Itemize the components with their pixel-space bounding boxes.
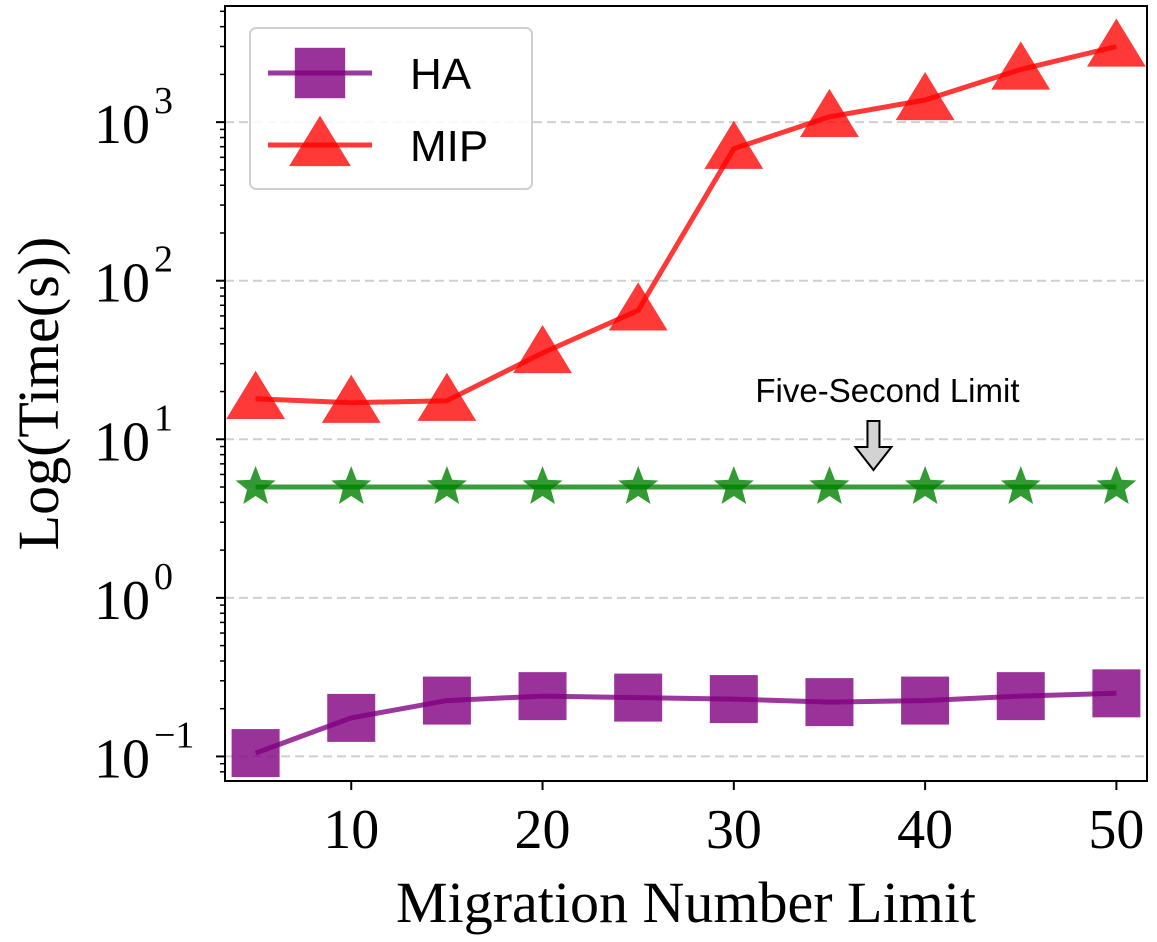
y-axis-label: Log(Time(s)): [6, 237, 71, 551]
legend-label: HA: [410, 50, 472, 99]
data-point: [417, 372, 477, 421]
y-tick-exponent: −1: [154, 714, 194, 756]
x-axis-label: Migration Number Limit: [396, 870, 976, 935]
data-point: [1086, 18, 1146, 67]
y-tick-label: 10: [94, 253, 150, 315]
series-line: [255, 44, 1117, 406]
annotation-arrow: [853, 420, 894, 472]
plot-frame: [224, 5, 1148, 782]
legend-marker: [294, 47, 346, 99]
y-tick-label: 10: [94, 570, 150, 632]
x-tick-label: 20: [515, 799, 571, 861]
y-tick-label: 10: [94, 94, 150, 156]
y-tick-label: 10: [94, 728, 150, 790]
y-tick-exponent: 2: [154, 239, 173, 281]
series-mip: [226, 18, 1146, 423]
grid-lines: [225, 121, 1147, 758]
x-tick-label: 40: [897, 799, 953, 861]
data-point: [513, 325, 572, 374]
legend-marker: [289, 115, 351, 167]
data-point: [608, 282, 668, 331]
data-point: [800, 88, 859, 137]
legend-label: MIP: [410, 122, 488, 171]
legend-entry: MIP: [268, 115, 488, 171]
data-point: [709, 675, 758, 724]
annotation-layer: Five-Second Limit: [755, 372, 1020, 472]
data-point: [522, 466, 563, 504]
data-point: [331, 466, 372, 504]
data-point: [231, 729, 280, 778]
data-point: [905, 466, 946, 504]
x-tick-label: 50: [1088, 799, 1144, 861]
data-point: [614, 673, 663, 722]
series-five-second-limit: [235, 466, 1137, 504]
series-ha: [231, 669, 1141, 778]
data-point: [895, 71, 955, 121]
data-point: [991, 41, 1051, 90]
data-point: [901, 676, 950, 725]
data-point: [996, 672, 1045, 721]
y-tick-label: 10: [94, 411, 150, 473]
data-point: [713, 466, 754, 504]
y-tick-exponent: 1: [154, 397, 173, 439]
y-tick-exponent: 0: [154, 556, 173, 598]
legend-entry: HA: [268, 47, 472, 99]
data-point: [704, 120, 764, 169]
series-line: [254, 690, 1117, 756]
data-point: [805, 678, 854, 727]
series-layer: [226, 18, 1146, 778]
annotation-label: Five-Second Limit: [755, 372, 1019, 409]
data-point: [1092, 669, 1141, 718]
data-point: [321, 374, 381, 423]
legend: HA MIP: [249, 27, 533, 190]
data-point: [1000, 466, 1041, 504]
data-point: [518, 672, 567, 721]
data-point: [226, 370, 286, 419]
x-tick-label: 10: [323, 799, 379, 861]
data-point: [1096, 466, 1137, 504]
data-point: [235, 466, 276, 504]
data-point: [426, 466, 467, 504]
data-point: [327, 693, 376, 742]
data-point: [422, 676, 471, 725]
x-axis-ticks: 10 20 30 40 50: [323, 781, 1144, 861]
y-tick-exponent: 3: [154, 80, 173, 122]
x-tick-label: 30: [706, 799, 762, 861]
data-point: [809, 466, 850, 504]
data-point: [618, 466, 659, 504]
